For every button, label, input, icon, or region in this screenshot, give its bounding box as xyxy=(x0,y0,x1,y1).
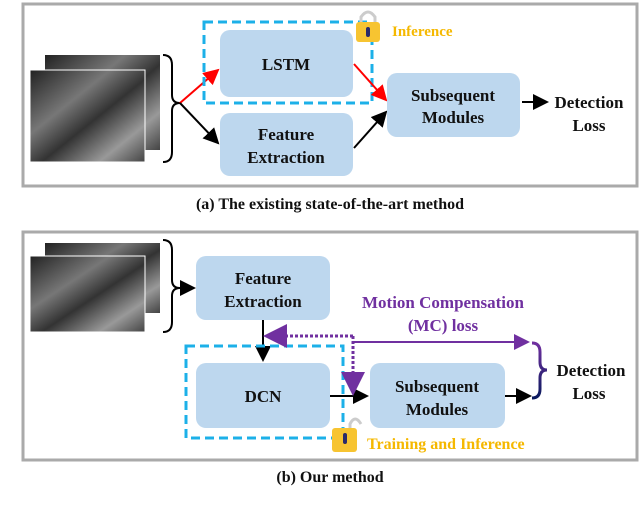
lock-icon xyxy=(356,10,380,42)
lstm-label: LSTM xyxy=(262,55,310,74)
detection-label-1: Detection xyxy=(557,361,626,380)
detection-label-1: Detection xyxy=(555,93,624,112)
inference-label: Inference xyxy=(392,24,453,40)
dcn-label: DCN xyxy=(245,387,283,406)
feature-extraction-box xyxy=(220,113,353,176)
feature-extraction-box xyxy=(196,256,330,320)
arrow-to-lstm xyxy=(179,68,220,104)
feature-label-1: Feature xyxy=(235,269,292,288)
lock-open-icon xyxy=(332,417,363,452)
loss-brace-icon xyxy=(531,341,548,400)
detection-label-2: Loss xyxy=(572,384,605,403)
brace-icon xyxy=(162,54,181,163)
subsequent-modules-box xyxy=(387,73,520,137)
brace-icon xyxy=(162,239,181,333)
feature-label-1: Feature xyxy=(258,125,315,144)
subsequent-label-1: Subsequent xyxy=(411,86,495,105)
panel-a-frame xyxy=(21,2,639,188)
arrow-feature-to-subsequent xyxy=(353,110,388,149)
dcn-box xyxy=(196,363,330,428)
detection-label-2: Loss xyxy=(572,116,605,135)
feature-label-2: Extraction xyxy=(247,148,325,167)
caption-a: (a) The existing state-of-the-art method xyxy=(196,196,464,213)
panel-b: Feature Extraction DCN Subsequent Module… xyxy=(21,230,639,486)
panel-a: LSTM Feature Extraction Subsequent Modul… xyxy=(21,2,639,213)
feature-label-2: Extraction xyxy=(224,292,302,311)
subsequent-label-2: Modules xyxy=(406,400,469,419)
subsequent-label-1: Subsequent xyxy=(395,377,479,396)
subsequent-label-2: Modules xyxy=(422,108,485,127)
arrow-to-feature xyxy=(179,102,220,145)
lstm-box xyxy=(220,30,353,97)
input-frame-front xyxy=(29,69,146,163)
arrow-lstm-to-subsequent xyxy=(353,63,388,102)
mc-loss-label-1: Motion Compensation xyxy=(362,293,525,312)
caption-b: (b) Our method xyxy=(276,469,383,486)
panel-b-frame xyxy=(21,230,639,462)
training-inference-label: Training and Inference xyxy=(367,436,525,453)
mc-loss-label-2: (MC) loss xyxy=(408,316,479,335)
input-frame-front xyxy=(29,255,146,333)
subsequent-modules-box xyxy=(370,363,505,428)
frozen-region xyxy=(202,20,374,105)
